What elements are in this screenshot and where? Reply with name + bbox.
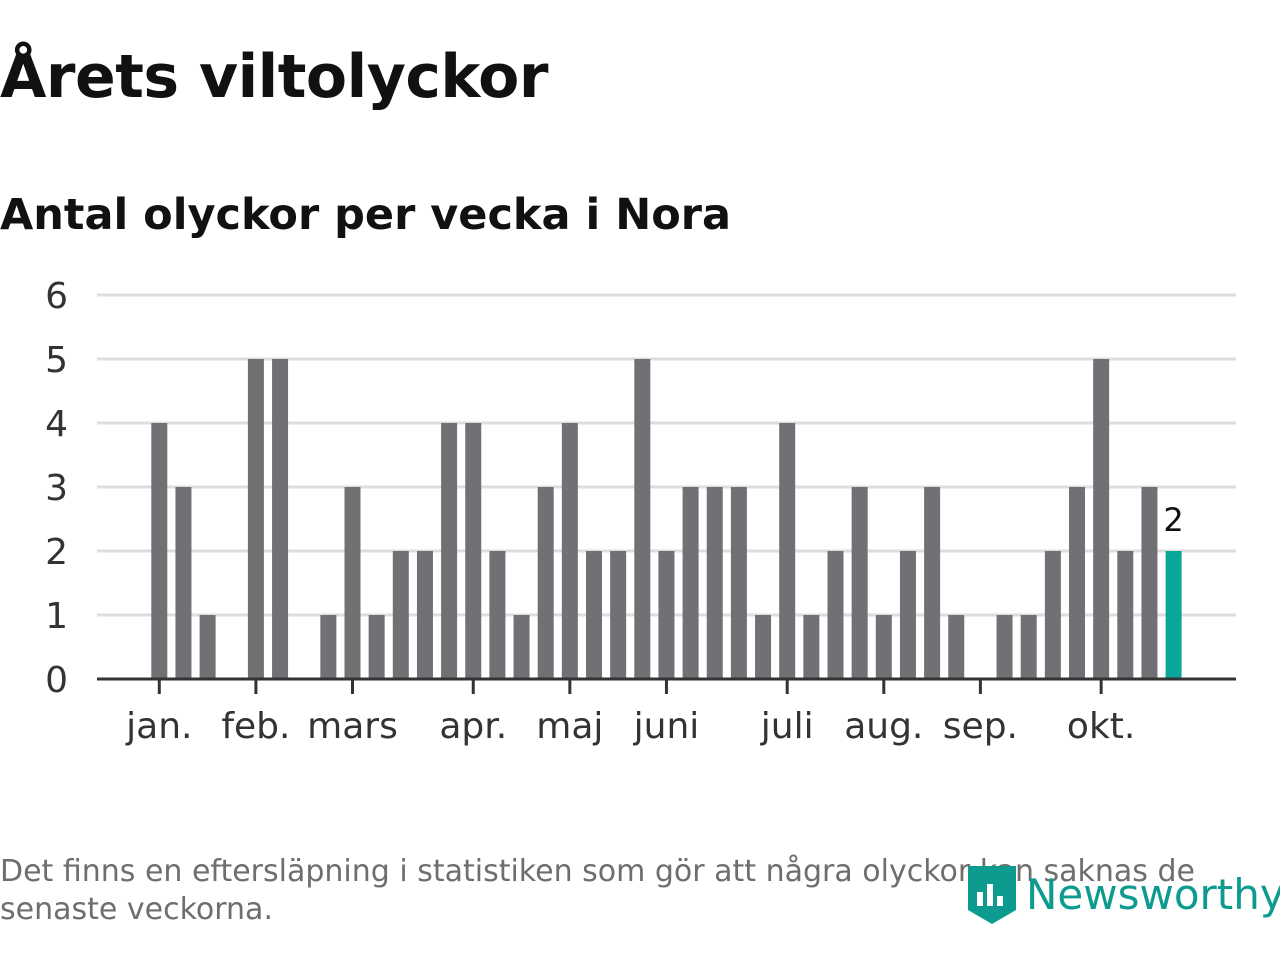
x-tick-label: feb. bbox=[221, 706, 290, 747]
bar bbox=[875, 615, 892, 679]
bar bbox=[827, 551, 844, 679]
y-tick-label: 4 bbox=[45, 404, 68, 445]
bar bbox=[1117, 551, 1134, 679]
bar bbox=[513, 615, 530, 679]
chart-title: Årets viltolyckor bbox=[0, 42, 549, 112]
bar bbox=[1044, 551, 1061, 679]
bar bbox=[247, 359, 264, 679]
y-tick-label: 6 bbox=[45, 276, 68, 317]
bar bbox=[682, 487, 699, 679]
y-tick-label: 3 bbox=[45, 468, 68, 509]
y-tick-label: 0 bbox=[45, 660, 68, 701]
bar bbox=[924, 487, 941, 679]
x-tick-label: aug. bbox=[844, 706, 923, 747]
bar bbox=[948, 615, 965, 679]
bar bbox=[537, 487, 554, 679]
x-tick-label: mars bbox=[307, 706, 398, 747]
bar bbox=[996, 615, 1013, 679]
bar bbox=[658, 551, 675, 679]
bar bbox=[320, 615, 337, 679]
chart-subtitle: Antal olyckor per vecka i Nora bbox=[0, 190, 731, 240]
x-tick-label: juli bbox=[760, 706, 814, 747]
bar bbox=[561, 423, 578, 679]
x-axis-tick-labels: jan. feb. mars apr. maj juni juli aug. sep. okt. bbox=[125, 679, 1135, 747]
y-tick-label: 1 bbox=[45, 596, 68, 637]
bar bbox=[851, 487, 868, 679]
y-axis-tick-labels: 0 1 2 3 4 5 6 bbox=[45, 276, 68, 701]
y-tick-label: 2 bbox=[45, 532, 68, 573]
bar bbox=[175, 487, 192, 679]
bar bbox=[416, 551, 433, 679]
x-tick-label: juni bbox=[633, 706, 700, 747]
bar bbox=[730, 487, 747, 679]
bar bbox=[392, 551, 409, 679]
bar bbox=[779, 423, 796, 679]
x-tick-label: maj bbox=[536, 706, 603, 747]
brand-logo: Newsworthy bbox=[964, 862, 1280, 926]
data-labels: 2 bbox=[1163, 501, 1183, 539]
bar bbox=[634, 359, 651, 679]
bar bbox=[610, 551, 627, 679]
bar bbox=[586, 551, 602, 679]
x-tick-label: apr. bbox=[439, 706, 507, 747]
data-label: 2 bbox=[1163, 501, 1183, 539]
bar bbox=[899, 551, 916, 679]
x-tick-label: okt. bbox=[1067, 706, 1135, 747]
bar bbox=[465, 423, 482, 679]
bar bbox=[706, 487, 723, 679]
bar bbox=[272, 359, 289, 679]
bars bbox=[151, 359, 1182, 679]
bar bbox=[1165, 551, 1182, 679]
weekly-accidents-bar-chart: 0 1 2 3 4 5 6 jan. feb. mars apr. maj juni juli aug. s… bbox=[45, 276, 1236, 747]
bar bbox=[1069, 487, 1085, 679]
y-tick-label: 5 bbox=[45, 340, 68, 381]
brand-name: Newsworthy bbox=[1026, 869, 1280, 919]
bar bbox=[151, 423, 168, 679]
bar bbox=[489, 551, 506, 679]
bar bbox=[344, 487, 361, 679]
x-tick-label: sep. bbox=[943, 706, 1018, 747]
bar bbox=[803, 615, 820, 679]
bar bbox=[755, 615, 772, 679]
bar bbox=[441, 423, 458, 679]
x-tick-label: jan. bbox=[125, 706, 192, 747]
bar bbox=[1093, 359, 1110, 679]
bar bbox=[1141, 487, 1158, 679]
bar bbox=[199, 615, 216, 679]
newsworthy-logo-icon bbox=[968, 866, 1016, 924]
bar bbox=[368, 615, 385, 679]
bar bbox=[1020, 615, 1037, 679]
